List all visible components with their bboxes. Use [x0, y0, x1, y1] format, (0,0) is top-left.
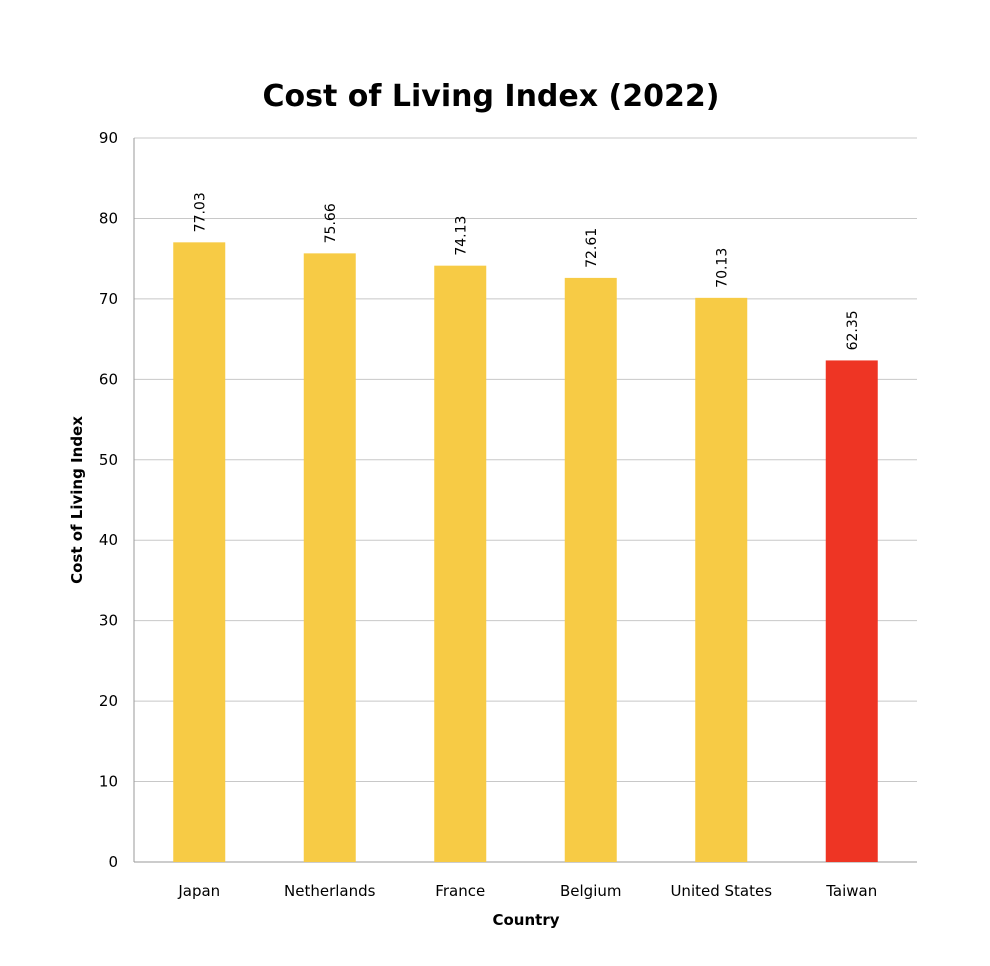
bar-value-label: 74.13	[453, 216, 469, 256]
x-tick-label: Taiwan	[825, 882, 877, 900]
y-tick-label: 50	[99, 451, 118, 469]
bar-japan	[173, 242, 226, 863]
bars	[173, 242, 878, 863]
bar-value-label: 75.66	[323, 203, 339, 243]
x-tick-label: Japan	[177, 882, 220, 900]
y-tick-label: 20	[99, 692, 118, 710]
y-tick-label: 30	[99, 612, 118, 630]
bar-value-label: 70.13	[714, 248, 730, 288]
y-tick-label: 80	[99, 209, 118, 227]
tick-labels: 0 10 20 30 40 50 60 70 80 90 Japan Netherlands Franc…	[99, 129, 877, 900]
bar-netherlands	[303, 253, 356, 863]
bar-value-label: 62.35	[845, 310, 861, 350]
y-tick-label: 10	[99, 773, 118, 791]
chart-title: Cost of Living Index (2022)	[263, 79, 720, 114]
y-tick-label: 40	[99, 531, 118, 549]
bar-france	[434, 265, 487, 862]
x-tick-label: Belgium	[560, 882, 622, 900]
bar-united-states	[695, 297, 748, 862]
y-tick-label: 0	[108, 853, 118, 871]
bar-taiwan	[825, 360, 878, 862]
y-tick-label: 90	[99, 129, 118, 147]
data-labels: 77.03 75.66 74.13 72.61 70.13 62.35	[192, 192, 861, 350]
y-tick-label: 70	[99, 290, 118, 308]
y-axis-label: Cost of Living Index	[68, 416, 86, 584]
bar-belgium	[564, 277, 617, 862]
bar-value-label: 72.61	[584, 228, 600, 268]
x-tick-label: France	[435, 882, 485, 900]
gridlines	[133, 137, 917, 863]
x-tick-label: Netherlands	[284, 882, 376, 900]
y-tick-label: 60	[99, 370, 118, 388]
x-axis-label: Country	[492, 911, 559, 929]
bar-value-label: 77.03	[192, 192, 208, 232]
x-tick-label: United States	[670, 882, 772, 900]
